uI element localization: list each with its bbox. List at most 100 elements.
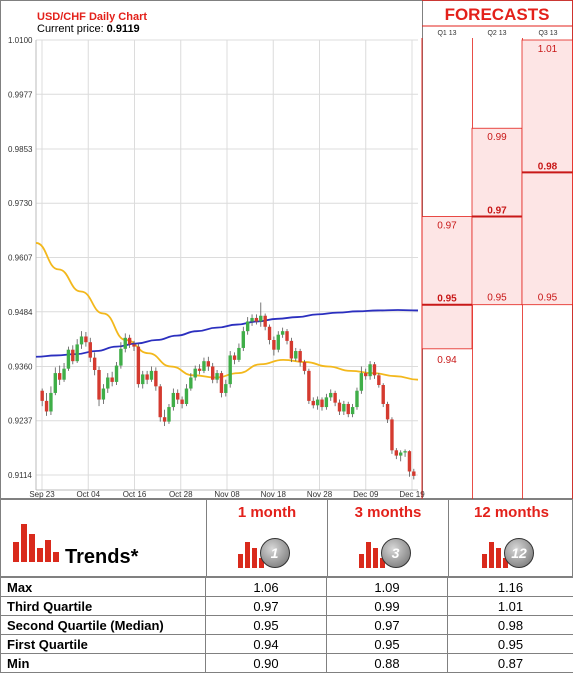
candle <box>398 450 403 462</box>
candle <box>66 346 71 371</box>
table-row: Second Quartile (Median) 0.95 0.97 0.98 <box>0 615 573 635</box>
candle <box>92 352 97 376</box>
table-cell: 0.87 <box>447 653 573 673</box>
table-cell: 0.97 <box>326 615 448 635</box>
trend-column-title: 12 months <box>473 504 549 521</box>
candle <box>210 362 215 384</box>
candle <box>57 365 62 385</box>
x-tick-label: Oct 28 <box>169 490 193 499</box>
x-tick-label: Sep 23 <box>29 490 55 499</box>
candle <box>364 368 368 380</box>
row-label: Min <box>0 653 206 673</box>
candle <box>97 366 101 407</box>
moving-average-yellow <box>35 242 419 381</box>
candle-body <box>154 370 158 387</box>
candle-body <box>350 407 355 415</box>
candle-body <box>329 392 333 398</box>
trends-table: Trends* 1 month 1 3 months 3 12 months 12 Max… <box>0 499 573 677</box>
candle-body <box>127 337 132 345</box>
candle <box>40 388 44 407</box>
candle-body <box>280 331 285 335</box>
candle-body <box>92 357 97 370</box>
current-price-value: 0.9119 <box>107 23 140 35</box>
candle-body <box>381 385 385 404</box>
trends-rows: Max 1.06 1.09 1.16 Third Quartile 0.97 0.99 1.0… <box>0 577 573 673</box>
forecast-median-label: 0.95 <box>437 294 457 305</box>
moving-average-blue <box>35 309 419 358</box>
x-tick-label: Oct 04 <box>76 490 100 499</box>
candle <box>381 383 385 408</box>
current-price-line: Current price: 0.9119 <box>37 23 140 35</box>
candle <box>119 342 123 369</box>
candle-body <box>219 373 224 393</box>
candle <box>289 337 294 363</box>
candle <box>106 373 110 393</box>
candle <box>167 403 171 424</box>
candle-body <box>398 452 403 456</box>
forecast-min-label: 0.94 <box>437 355 457 366</box>
period-icon: 12 <box>482 528 542 568</box>
candle-body <box>88 342 92 358</box>
candle-body <box>237 347 241 360</box>
candle <box>162 409 167 427</box>
y-tick-label: 0.9360 <box>8 362 33 371</box>
x-tick-label: Dec 19 <box>399 490 425 499</box>
candle <box>197 364 202 375</box>
x-tick-label: Nov 18 <box>261 490 287 499</box>
y-tick-label: 0.9237 <box>8 417 33 426</box>
y-tick-label: 1.0100 <box>8 36 33 45</box>
table-row: First Quartile 0.94 0.95 0.95 <box>0 634 573 654</box>
candle <box>254 314 259 325</box>
candle-body <box>158 386 162 418</box>
candle-body <box>385 403 390 420</box>
y-tick-label: 0.9607 <box>8 254 33 263</box>
table-cell: 0.97 <box>205 596 327 616</box>
table-cell: 0.90 <box>205 653 327 673</box>
period-icon: 1 <box>237 528 298 568</box>
candle-body <box>342 403 346 412</box>
candle <box>228 351 232 388</box>
candle-body <box>412 471 416 476</box>
candle-body <box>71 349 75 362</box>
candle <box>123 333 127 353</box>
current-price-label: Current price: <box>37 23 104 35</box>
candle-body <box>97 370 101 400</box>
candle <box>311 397 315 409</box>
forecast-panel: Q1 13 0.97 0.95 0.94 Q2 13 0.99 0.97 0.95 Q3 13 1… <box>421 0 573 499</box>
candle-body <box>149 370 154 380</box>
forecast-range-box <box>421 216 473 350</box>
forecast-max-label: 0.97 <box>437 220 457 231</box>
candle <box>329 389 333 401</box>
trend-column-header: 3 months 3 <box>327 500 448 578</box>
candle-body <box>364 373 368 377</box>
candle <box>219 370 224 398</box>
candle-body <box>259 315 263 322</box>
candle-body <box>79 336 84 345</box>
trend-column-title: 3 months <box>354 504 422 521</box>
candle-body <box>228 355 232 385</box>
candle-body <box>101 388 106 400</box>
candle <box>302 359 307 375</box>
candle-body <box>403 451 407 453</box>
candle-body <box>289 340 294 359</box>
candle-body <box>346 403 350 415</box>
forecast-median-label: 0.98 <box>538 161 558 172</box>
row-label: Second Quartile (Median) <box>0 615 206 635</box>
candle <box>307 368 311 404</box>
candle <box>71 345 75 365</box>
candle-body <box>119 348 123 366</box>
candle-body <box>40 390 44 401</box>
candle <box>385 401 390 423</box>
candle <box>259 302 263 327</box>
candle <box>49 386 53 415</box>
candle-body <box>245 321 250 332</box>
x-tick-label: Nov 08 <box>214 490 240 499</box>
candle <box>215 370 219 384</box>
candle-body <box>141 374 145 385</box>
candle-body <box>320 399 324 408</box>
candle <box>324 393 329 410</box>
candle-body <box>53 373 58 393</box>
candle-body <box>241 331 246 348</box>
candle <box>280 327 285 338</box>
x-tick-label: Nov 28 <box>307 490 333 499</box>
